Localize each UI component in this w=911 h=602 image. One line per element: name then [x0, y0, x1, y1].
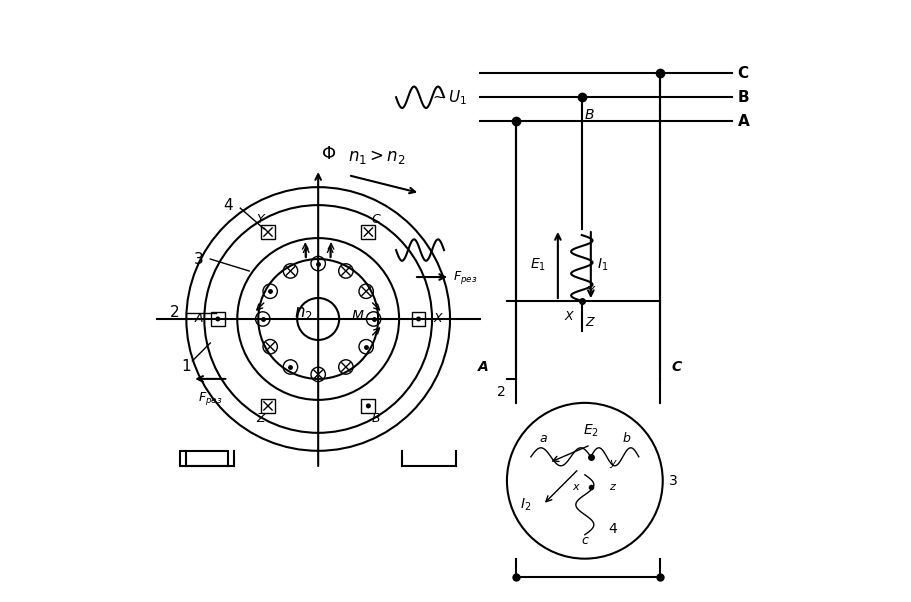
Text: C: C [371, 213, 380, 226]
Text: Z: Z [584, 316, 593, 329]
Text: Y: Y [586, 285, 594, 298]
Text: Z: Z [256, 412, 264, 426]
Text: 2: 2 [169, 305, 179, 320]
Text: y: y [609, 458, 615, 468]
Text: 3: 3 [193, 252, 203, 267]
Text: A: A [194, 312, 202, 326]
Circle shape [216, 317, 220, 321]
Text: $I_1$: $I_1$ [596, 257, 608, 273]
Bar [361, 225, 374, 239]
Text: 4: 4 [223, 197, 233, 213]
Circle shape [366, 404, 370, 408]
Text: A: A [477, 360, 488, 374]
Text: $F_{рез}$: $F_{рез}$ [198, 389, 222, 407]
Bar [411, 312, 425, 326]
Text: B: B [371, 412, 380, 426]
Text: $n_1>n_2$: $n_1>n_2$ [348, 148, 405, 166]
Text: X: X [564, 310, 572, 323]
Circle shape [416, 317, 420, 321]
Text: b: b [622, 432, 630, 445]
FancyBboxPatch shape [180, 451, 228, 466]
Text: C: C [671, 360, 681, 374]
Text: a: a [538, 432, 546, 445]
Bar [261, 225, 274, 239]
Text: z: z [609, 482, 614, 492]
Text: M: M [351, 309, 363, 323]
Text: B: B [584, 108, 594, 122]
Text: 2: 2 [496, 385, 505, 399]
Bar [210, 312, 224, 326]
Text: B: B [737, 90, 749, 105]
Text: 1: 1 [181, 359, 191, 374]
Text: $\Phi$: $\Phi$ [321, 145, 336, 163]
Text: $n_2$: $n_2$ [293, 304, 312, 322]
Text: 3: 3 [668, 474, 677, 488]
Text: $\sim U_1$: $\sim U_1$ [430, 88, 467, 107]
Bar [261, 399, 274, 413]
Text: $E_2$: $E_2$ [582, 423, 599, 439]
Text: A: A [737, 114, 749, 129]
Text: $E_1$: $E_1$ [529, 257, 546, 273]
Text: C: C [737, 66, 748, 81]
Text: $F_{рез}$: $F_{рез}$ [453, 268, 476, 285]
Text: Y: Y [256, 213, 264, 226]
Text: x: x [571, 482, 578, 492]
Text: X: X [433, 312, 442, 326]
Text: c: c [580, 534, 588, 547]
Text: 4: 4 [609, 522, 617, 536]
Bar [361, 399, 374, 413]
Text: $I_2$: $I_2$ [519, 497, 530, 513]
